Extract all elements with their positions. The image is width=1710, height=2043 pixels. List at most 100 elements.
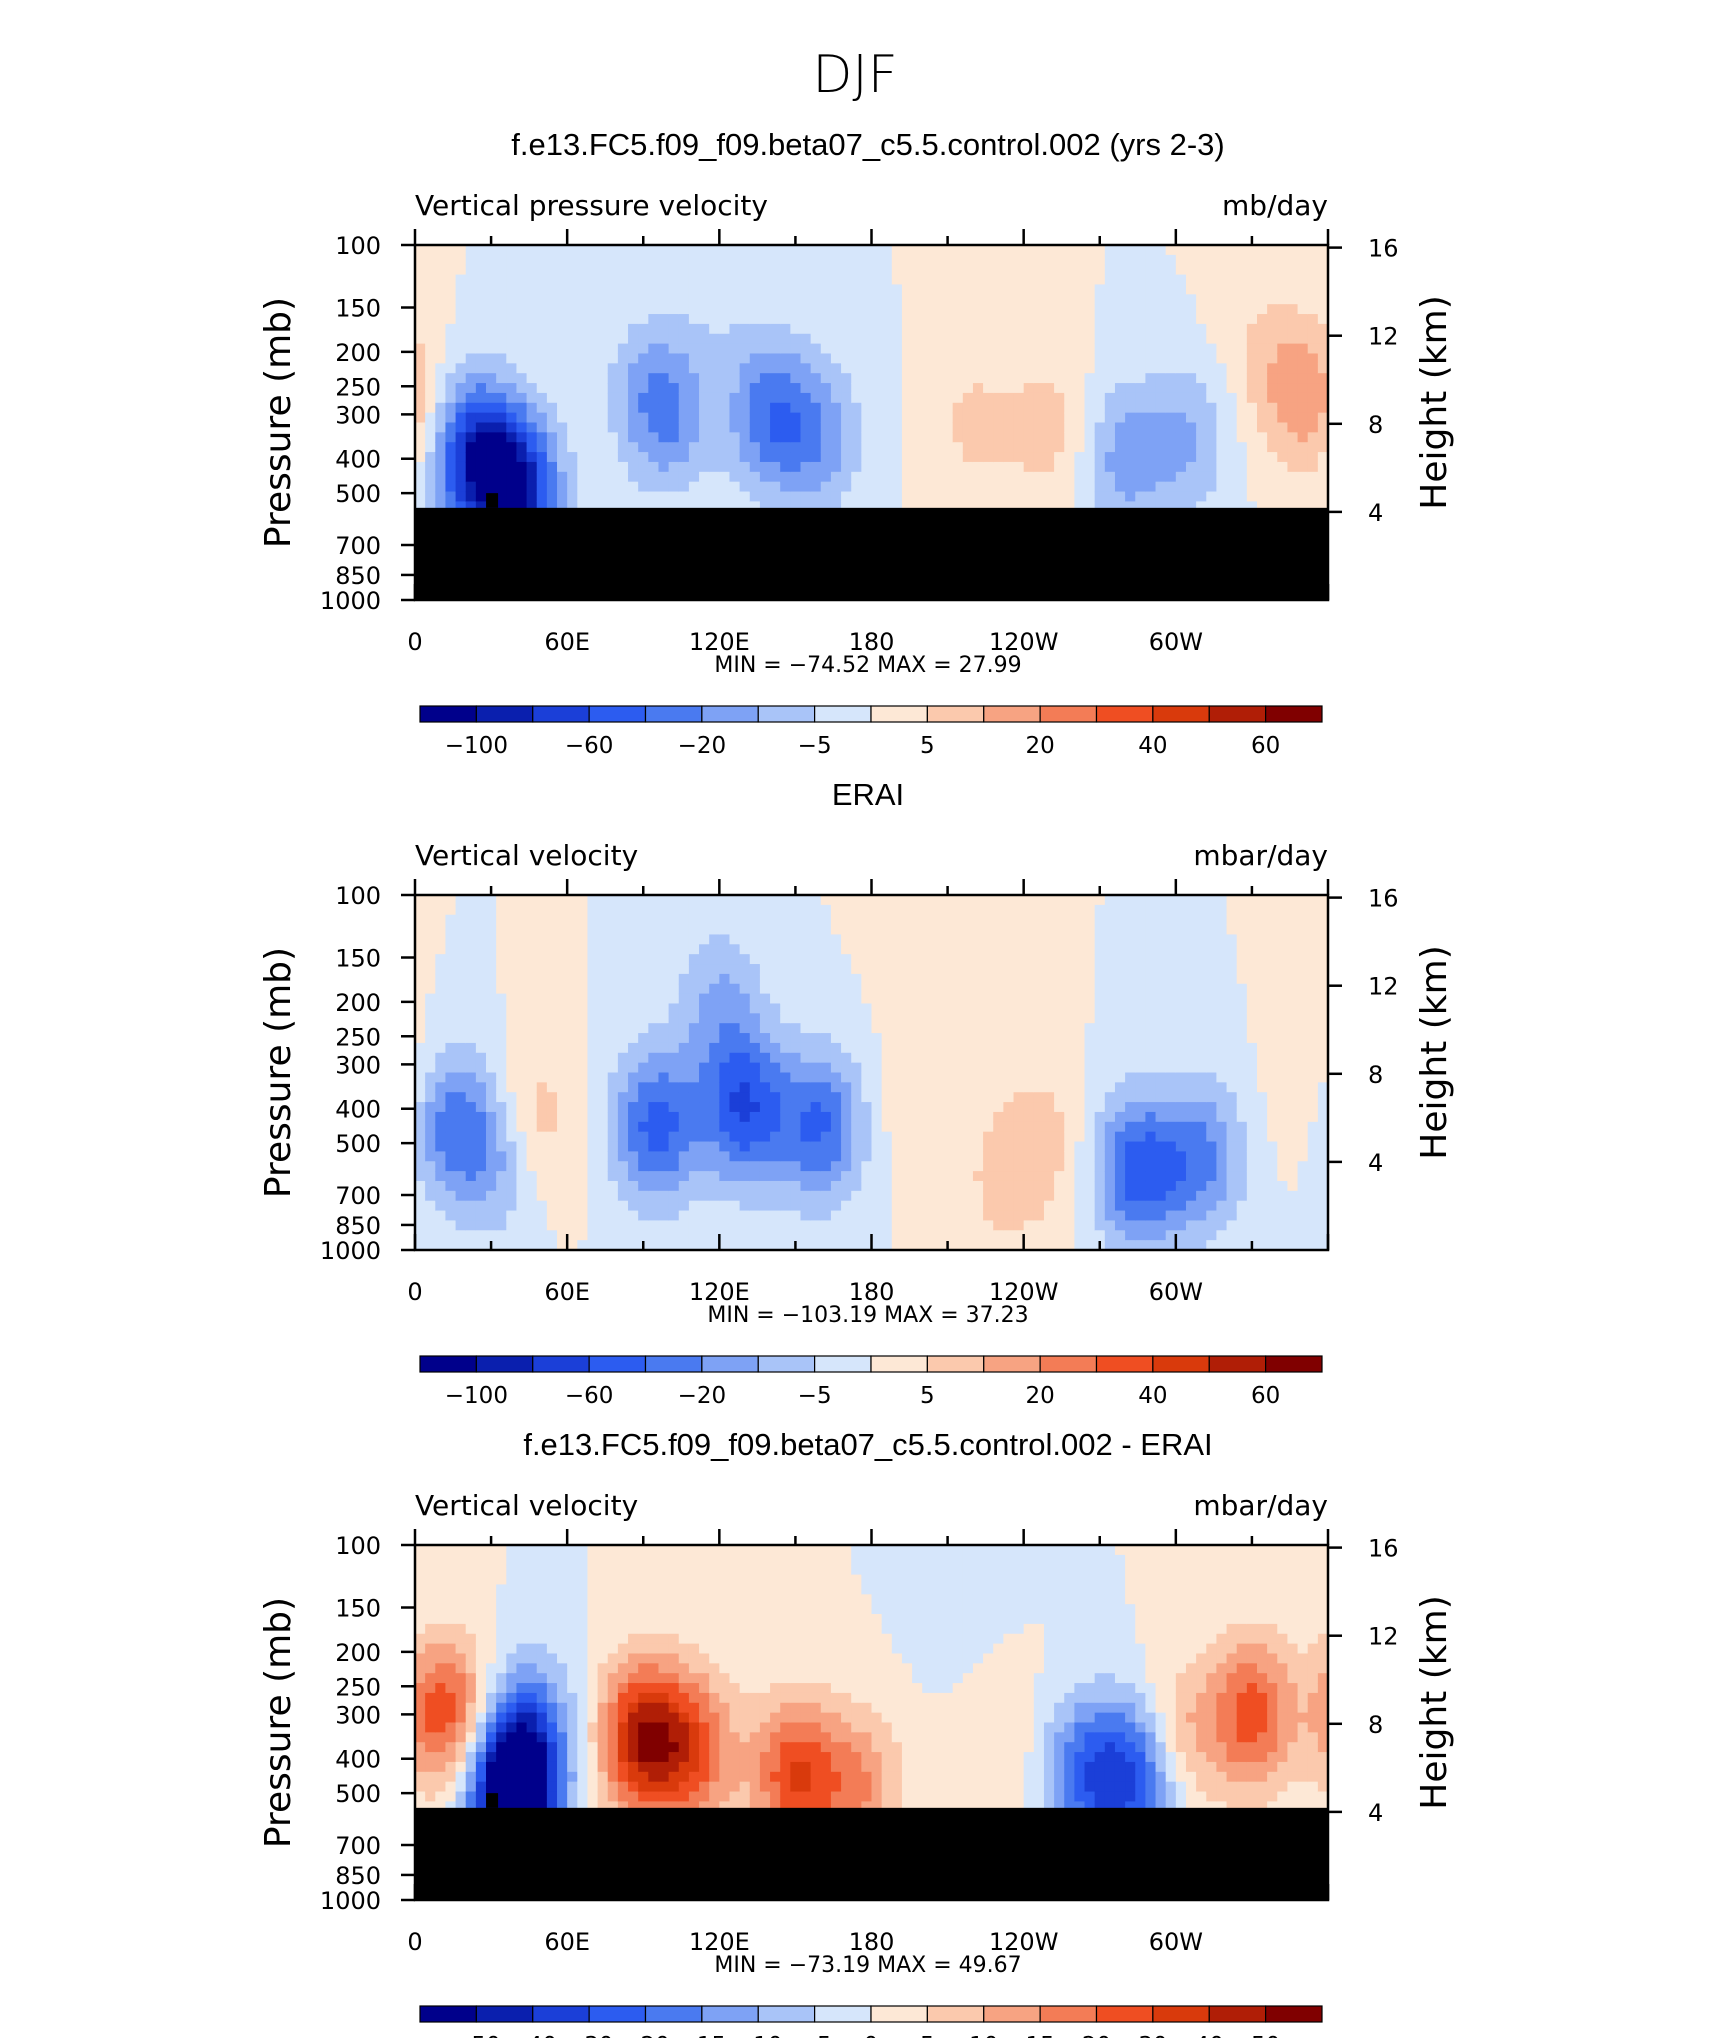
heatmap-cell (740, 304, 751, 314)
heatmap-cell (679, 393, 690, 403)
heatmap-cell (486, 895, 497, 905)
heatmap-cell (780, 1220, 791, 1230)
heatmap-cell (953, 245, 964, 255)
heatmap-cell (1135, 373, 1146, 383)
heatmap-cell (435, 1171, 446, 1181)
heatmap-cell (445, 1220, 456, 1230)
heatmap-cell (445, 1112, 456, 1122)
heatmap-cell (476, 1161, 487, 1171)
heatmap-cell (466, 1003, 477, 1013)
heatmap-cell (922, 413, 933, 423)
heatmap-cell (547, 403, 558, 413)
heatmap-cell (1125, 334, 1136, 344)
heatmap-cell (618, 1211, 629, 1221)
heatmap-cell (800, 984, 811, 994)
heatmap-cell (1014, 294, 1025, 304)
heatmap-cell (506, 1132, 517, 1142)
heatmap-cell (445, 284, 456, 294)
heatmap-cell (1135, 452, 1146, 462)
heatmap-cell (851, 284, 862, 294)
heatmap-cell (841, 403, 852, 413)
heatmap-cell (750, 1112, 761, 1122)
heatmap-cell (973, 265, 984, 275)
heatmap-cell (993, 344, 1004, 354)
heatmap-cell (1125, 462, 1136, 472)
heatmap-cell (861, 954, 872, 964)
heatmap-cell (912, 413, 923, 423)
heatmap-cell (456, 334, 467, 344)
heatmap-cell (537, 934, 548, 944)
heatmap-cell (1064, 482, 1075, 492)
heatmap-cell (780, 1073, 791, 1083)
heatmap-cell (435, 1230, 446, 1240)
heatmap-cell (882, 393, 893, 403)
heatmap-cell (800, 1013, 811, 1023)
heatmap-cell (516, 1073, 527, 1083)
heatmap-cell (821, 353, 832, 363)
heatmap-cell (435, 432, 446, 442)
heatmap-cell (932, 245, 943, 255)
heatmap-cell (608, 1063, 619, 1073)
heatmap-cell (516, 1043, 527, 1053)
heatmap-cell (598, 482, 609, 492)
heatmap-cell (841, 413, 852, 423)
heatmap-cell (1145, 334, 1156, 344)
heatmap-cell (780, 462, 791, 472)
heatmap-cell (892, 393, 903, 403)
heatmap-cell (506, 1023, 517, 1033)
heatmap-cell (811, 403, 822, 413)
heatmap-cell (699, 1112, 710, 1122)
heatmap-cell (750, 255, 761, 265)
heatmap-cell (1014, 492, 1025, 502)
heatmap-cell (567, 452, 578, 462)
heatmap-cell (669, 344, 680, 354)
heatmap-cell (821, 284, 832, 294)
heatmap-cell (831, 403, 842, 413)
heatmap-cell (669, 1073, 680, 1083)
heatmap-cell (456, 1053, 467, 1063)
heatmap-cell (598, 984, 609, 994)
heatmap-cell (953, 275, 964, 285)
heatmap-cell (1257, 275, 1268, 285)
heatmap-cell (1105, 472, 1116, 482)
heatmap-cell (1064, 284, 1075, 294)
heatmap-cell (608, 1161, 619, 1171)
heatmap-cell (790, 954, 801, 964)
heatmap-cell (476, 1082, 487, 1092)
heatmap-cell (1257, 344, 1268, 354)
heatmap-cell (618, 1171, 629, 1181)
heatmap-cell (587, 334, 598, 344)
heatmap-cell (516, 294, 527, 304)
heatmap-cell (628, 1053, 639, 1063)
heatmap-cell (811, 1033, 822, 1043)
heatmap-cell (1237, 275, 1248, 285)
heatmap-cell (486, 1043, 497, 1053)
heatmap-cell (445, 944, 456, 954)
heatmap-cell (567, 363, 578, 373)
heatmap-cell (618, 1073, 629, 1083)
heatmap-cell (709, 1112, 720, 1122)
heatmap-cell (1196, 432, 1207, 442)
heatmap-cell (1216, 255, 1227, 265)
heatmap-cell (516, 1112, 527, 1122)
heatmap-cell (800, 275, 811, 285)
heatmap-cell (628, 363, 639, 373)
heatmap-cell (506, 373, 517, 383)
heatmap-cell (1135, 442, 1146, 452)
heatmap-cell (638, 472, 649, 482)
heatmap-cell (760, 1033, 771, 1043)
heatmap-cell (669, 1132, 680, 1142)
heatmap-cell (953, 334, 964, 344)
heatmap-cell (821, 1082, 832, 1092)
heatmap-cell (638, 1230, 649, 1240)
heatmap-cell (932, 452, 943, 462)
heatmap-cell (527, 442, 538, 452)
heatmap-cell (750, 245, 761, 255)
heatmap-cell (1298, 363, 1309, 373)
heatmap-cell (983, 334, 994, 344)
heatmap-cell (841, 472, 852, 482)
heatmap-cell (435, 344, 446, 354)
heatmap-cell (1105, 373, 1116, 383)
heatmap-cell (516, 1102, 527, 1112)
heatmap-cell (780, 1122, 791, 1132)
